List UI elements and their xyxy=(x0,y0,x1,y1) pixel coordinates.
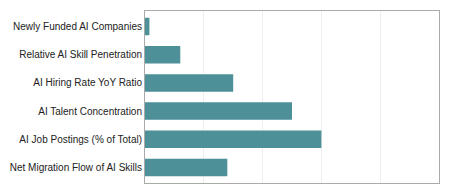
svg-text:AI Hiring Rate YoY Ratio: AI Hiring Rate YoY Ratio xyxy=(33,77,142,88)
svg-text:Relative AI Skill Penetration: Relative AI Skill Penetration xyxy=(19,49,142,60)
svg-text:AI Talent Concentration: AI Talent Concentration xyxy=(38,106,142,117)
svg-text:AI Job Postings (% of Total): AI Job Postings (% of Total) xyxy=(19,134,142,145)
svg-text:Net Migration Flow of AI Skill: Net Migration Flow of AI Skills xyxy=(10,162,142,173)
svg-text:Newly Funded AI Companies: Newly Funded AI Companies xyxy=(13,21,142,32)
